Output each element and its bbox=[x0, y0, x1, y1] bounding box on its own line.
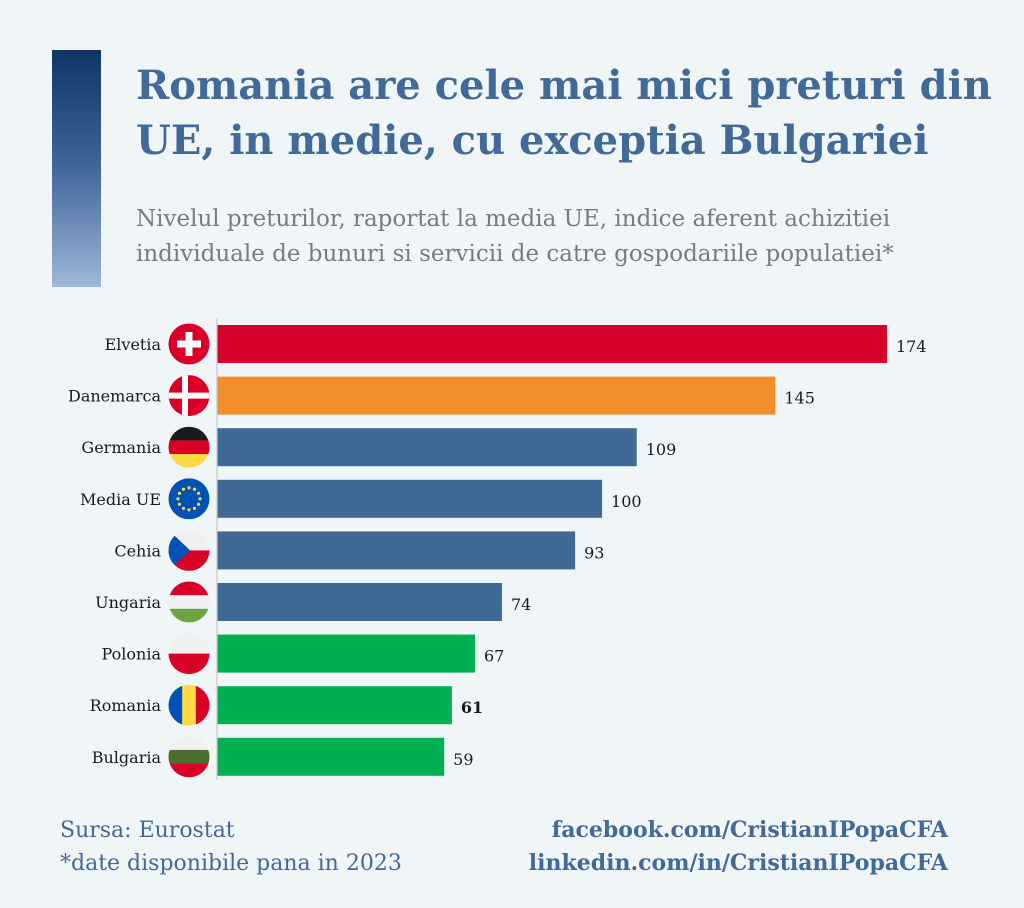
bulgarian-flag-icon bbox=[168, 736, 210, 778]
chart-title: Romania are cele mai mici preturi din UE… bbox=[136, 62, 992, 164]
value-label: 74 bbox=[511, 595, 531, 614]
value-label: 174 bbox=[896, 337, 927, 356]
category-label: Polonia bbox=[102, 645, 162, 664]
bar-romania bbox=[217, 686, 452, 725]
linkedin-link[interactable]: linkedin.com/in/CristianIPopaCFA bbox=[528, 850, 948, 876]
czech-flag-icon bbox=[168, 529, 210, 571]
value-label: 93 bbox=[584, 543, 604, 562]
title-accent-bar bbox=[52, 50, 101, 287]
footer-source-block: Sursa: Eurostat *date disponibile pana i… bbox=[60, 814, 402, 880]
data-note: *date disponibile pana in 2023 bbox=[60, 851, 402, 876]
swiss-flag-icon bbox=[168, 323, 210, 365]
romanian-flag-icon bbox=[168, 684, 210, 726]
category-label: Romania bbox=[90, 696, 162, 715]
value-label: 100 bbox=[611, 492, 642, 511]
bar-ungaria bbox=[217, 583, 502, 621]
category-label: Cehia bbox=[114, 541, 161, 560]
hungarian-flag-icon bbox=[168, 581, 210, 623]
bar-cehia bbox=[217, 531, 576, 570]
value-label: 67 bbox=[484, 647, 504, 666]
german-flag-icon bbox=[168, 426, 210, 468]
bar-elvetia bbox=[217, 325, 887, 363]
category-label: Ungaria bbox=[95, 593, 161, 612]
category-label: Media UE bbox=[80, 490, 161, 509]
footer-links: facebook.com/CristianIPopaCFA linkedin.c… bbox=[529, 814, 948, 880]
danish-flag-icon bbox=[168, 375, 210, 417]
bar-danemarca bbox=[217, 376, 776, 415]
source-label: Sursa: Eurostat bbox=[60, 818, 235, 843]
bar-bulgaria bbox=[217, 737, 445, 776]
bar-germania bbox=[217, 428, 637, 467]
value-label: 109 bbox=[646, 440, 677, 459]
category-label: Elvetia bbox=[105, 335, 162, 354]
category-label: Danemarca bbox=[68, 387, 161, 406]
category-label: Bulgaria bbox=[92, 748, 162, 767]
polish-flag-icon bbox=[168, 633, 210, 675]
category-label: Germania bbox=[81, 438, 161, 457]
value-label: 59 bbox=[453, 750, 473, 769]
eu-flag-icon bbox=[168, 478, 210, 520]
bar-media-ue bbox=[217, 479, 603, 518]
facebook-link[interactable]: facebook.com/CristianIPopaCFA bbox=[551, 817, 948, 843]
bar-polonia bbox=[217, 634, 475, 673]
chart-subtitle: Nivelul preturilor, raportat la media UE… bbox=[136, 206, 894, 267]
value-label: 61 bbox=[461, 698, 483, 717]
value-label: 145 bbox=[784, 389, 815, 408]
